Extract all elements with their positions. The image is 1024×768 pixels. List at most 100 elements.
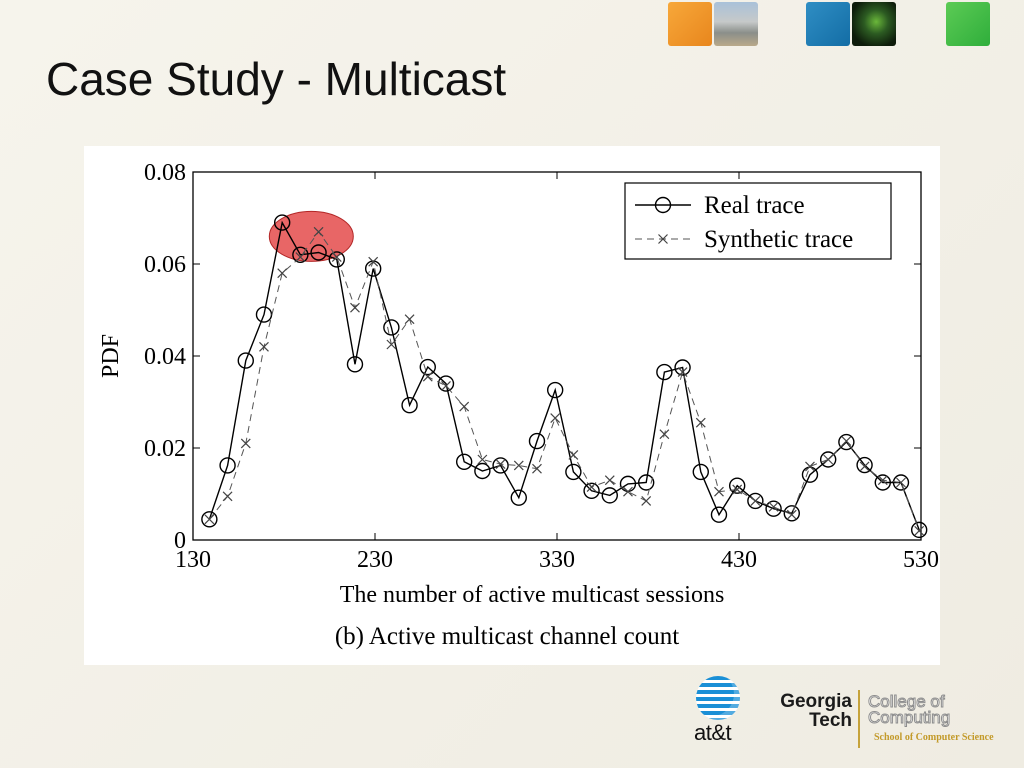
synthetic-trace-point [422, 371, 433, 382]
synthetic-trace-point [331, 252, 342, 263]
synthetic-trace-point [623, 486, 633, 497]
green-tile [946, 2, 990, 46]
legend-synthetic-label: Synthetic trace [704, 226, 853, 253]
building-photo [714, 2, 758, 46]
real-trace-point [910, 521, 928, 539]
real-trace-point [437, 375, 455, 392]
real-trace-point [892, 474, 910, 491]
slide-title: Case Study - Multicast [46, 53, 507, 105]
real-trace-point [601, 487, 618, 504]
synthetic-trace-point [586, 482, 597, 493]
synthetic-trace-point [350, 302, 360, 313]
synthetic-trace-point [550, 413, 561, 424]
synthetic-trace-point [295, 252, 306, 263]
y-tick-label: 0 [174, 528, 186, 554]
real-trace-point [401, 397, 418, 414]
att-globe-icon [696, 676, 740, 720]
synthetic-trace-point [750, 495, 761, 506]
y-tick-label: 0.04 [144, 344, 186, 370]
x-tick-label: 430 [721, 547, 757, 573]
real-trace-point [637, 474, 655, 491]
synthetic-trace-point [240, 438, 251, 449]
synthetic-trace-point [477, 454, 488, 465]
logos-footer: at&t Georgia Tech College of Computing S… [690, 670, 1020, 765]
real-trace-point [510, 489, 527, 506]
synthetic-trace-point [259, 341, 269, 352]
real-trace-point [583, 482, 600, 499]
legend-synthetic-marker [658, 234, 668, 244]
synthetic-trace-point [641, 495, 652, 506]
att-wordmark: at&t [694, 720, 732, 745]
school-name: School of Computer Science [874, 732, 994, 743]
real-trace-point [310, 244, 327, 261]
synthetic-trace-point [768, 501, 779, 512]
college-line2: Computing [867, 708, 951, 727]
real-trace-point [874, 474, 891, 491]
synthetic-trace-point [877, 475, 888, 486]
y-tick-label: 0.02 [144, 436, 186, 462]
real-trace-point [383, 319, 400, 336]
synthetic-trace-point [859, 461, 870, 472]
y-tick-label: 0.06 [144, 252, 186, 278]
synthetic-trace-point [532, 463, 542, 474]
real-trace-point [492, 457, 509, 474]
real-trace-point [674, 359, 691, 376]
real-trace-point [346, 356, 364, 373]
legend-real-label: Real trace [704, 192, 805, 219]
real-trace-point [565, 463, 582, 481]
synthetic-trace-point [677, 367, 688, 378]
real-trace-line [208, 220, 920, 531]
legend-real-marker [654, 196, 672, 214]
georgia-tech-logo: Georgia Tech [764, 692, 852, 730]
college-of-computing-logo: College of Computing [867, 693, 951, 727]
real-trace-point [747, 492, 764, 510]
real-trace-point [710, 506, 728, 523]
georgia-tech-line1: Georgia [780, 691, 852, 712]
real-trace-point [219, 457, 236, 474]
x-tick-label: 130 [175, 547, 211, 573]
synthetic-trace-point [604, 475, 615, 486]
y-axis-label: PDF [98, 334, 124, 378]
blue-tile [806, 2, 850, 46]
pdf-line-chart: 130 230 330 430 530 0 0.02 0.04 0.06 0.08 The numb… [98, 160, 939, 650]
real-trace-point [455, 453, 473, 470]
real-trace-point [692, 463, 709, 481]
real-trace-point [474, 462, 491, 480]
real-trace-point [783, 505, 800, 522]
synthetic-trace-point [786, 509, 797, 520]
synthetic-trace-point [695, 417, 706, 428]
real-trace-point [765, 500, 782, 517]
synthetic-trace-point [313, 226, 324, 237]
real-trace-point [273, 214, 291, 231]
synthetic-trace-point [714, 486, 724, 497]
x-tick-label: 530 [903, 547, 939, 573]
synthetic-trace-point [896, 477, 906, 488]
synthetic-trace-point [222, 491, 233, 502]
real-trace-point [656, 363, 673, 381]
synthetic-trace-point [914, 525, 925, 536]
x-tick-label: 330 [539, 547, 575, 573]
real-trace-point [292, 246, 309, 264]
synthetic-trace-line [209, 230, 920, 531]
real-trace-point [546, 381, 564, 399]
orange-tile [668, 2, 712, 46]
x-axis-label: The number of active multicast sessions [340, 582, 725, 608]
synthetic-trace-point [823, 454, 834, 465]
synthetic-trace-point [386, 339, 397, 350]
y-tick-label: 0.08 [144, 160, 186, 186]
legend-box [624, 182, 892, 260]
synthetic-trace-point [459, 401, 470, 412]
highlight-circle [268, 210, 354, 262]
synthetic-trace-point [805, 461, 815, 472]
synthetic-trace-point [659, 429, 670, 440]
synthetic-trace-point [568, 449, 579, 460]
real-trace-point [528, 432, 546, 450]
real-trace-point [328, 251, 345, 268]
real-trace-point [201, 511, 218, 528]
network-photo [852, 2, 896, 46]
real-trace-point [838, 433, 855, 451]
synthetic-trace-point [732, 484, 743, 495]
synthetic-trace-point [441, 380, 451, 391]
real-trace-point [419, 358, 436, 376]
synthetic-trace-point [277, 268, 288, 279]
